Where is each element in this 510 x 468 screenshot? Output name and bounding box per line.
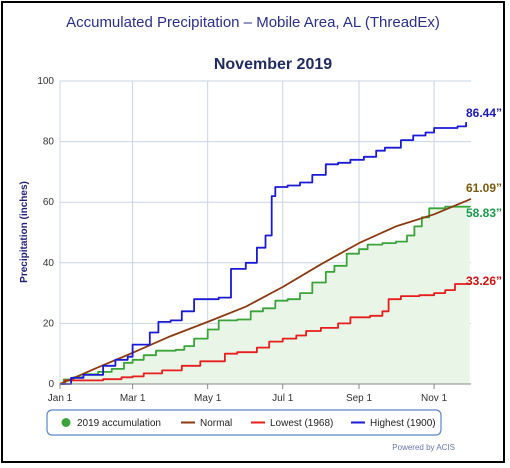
series-line-lowest-1968 — [60, 283, 471, 385]
end-label: 86.44” — [466, 106, 502, 120]
x-tick-label: Nov 1 — [421, 393, 448, 404]
end-label: 58.83” — [466, 206, 502, 220]
series-line-normal — [59, 198, 472, 385]
end-label: 33.26” — [466, 274, 502, 288]
accumulation-area — [60, 205, 470, 384]
x-tick-label: Mar 1 — [120, 393, 146, 404]
legend-marker — [61, 418, 71, 427]
y-tick-label: 60 — [43, 197, 55, 208]
end-label: 61.09” — [466, 181, 502, 195]
chart-frame: Accumulated Precipitation – Mobile Area,… — [1, 1, 505, 463]
chart-subtitle: November 2019 — [214, 56, 332, 73]
series-layer — [59, 122, 472, 385]
x-tick-label: Jan 1 — [48, 393, 73, 404]
y-tick-label: 0 — [48, 379, 54, 390]
legend-item-label: Highest (1900) — [370, 418, 436, 429]
x-tick-label: May 1 — [194, 393, 222, 404]
y-axis-label: Precipitation (inches) — [19, 181, 30, 283]
series-line-2019-accumulation — [60, 205, 471, 385]
end-label-layer: 58.83” 61.09” 33.26” 86.44” — [466, 106, 502, 288]
axis-layer: 0 20 40 60 80 100 Jan 1 Mar 1 May 1 Jul 1 Sep 1 Nov… — [37, 76, 471, 404]
y-tick-label: 20 — [43, 318, 55, 329]
legend-item-label: Lowest (1968) — [270, 418, 333, 429]
y-tick-label: 80 — [43, 137, 55, 148]
legend: 2019 accumulation Normal Lowest (1968) High… — [46, 409, 442, 436]
y-tick-label: 100 — [37, 76, 54, 87]
chart-svg: Accumulated Precipitation – Mobile Area,… — [19, 14, 502, 452]
chart-title: Accumulated Precipitation – Mobile Area,… — [66, 14, 440, 31]
credits-text: Powered by ACIS — [392, 443, 455, 452]
legend-item-label: Normal — [200, 418, 232, 429]
legend-box — [46, 409, 442, 436]
x-tick-label: Jul 1 — [272, 393, 294, 404]
x-tick-label: Sep 1 — [346, 393, 373, 404]
series-line-highest-1900 — [60, 122, 467, 385]
legend-item-label: 2019 accumulation — [77, 418, 161, 429]
y-tick-label: 40 — [43, 258, 55, 269]
